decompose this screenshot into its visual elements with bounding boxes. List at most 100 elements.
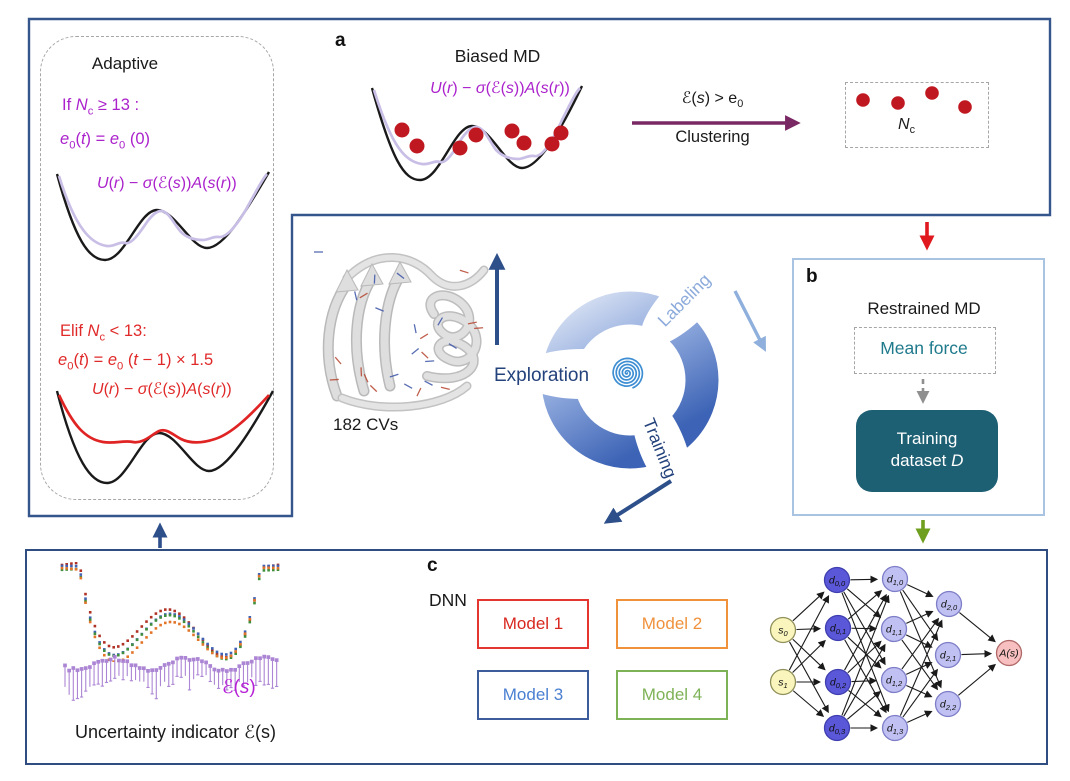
model-1-label: Model 1 <box>502 614 564 633</box>
mean-force-box <box>854 327 996 374</box>
training-dataset-line2: dataset D <box>890 451 964 471</box>
cv-count-label: 182 CVs <box>333 415 399 434</box>
nn-node-d03 <box>823 714 851 742</box>
nc-cluster-box <box>845 82 989 148</box>
model-3-box: Model 3 <box>477 670 589 720</box>
dnn-label: DNN <box>429 590 467 610</box>
nn-node-d10 <box>881 565 909 593</box>
mean-force-label: Mean force <box>880 338 968 358</box>
restrained-md-title: Restrained MD <box>867 299 981 318</box>
nn-node-d22 <box>934 690 962 718</box>
adaptive-elif-condition: Elif Nc < 13: <box>60 322 147 344</box>
protein-ribbons <box>322 253 489 412</box>
training-dataset-box: Training dataset D <box>856 410 998 492</box>
nn-edge <box>958 663 996 696</box>
nn-node-d00 <box>823 566 851 594</box>
biased-curve-red <box>57 394 270 444</box>
panel-a-label: a <box>335 30 346 51</box>
free-energy-scatter <box>60 562 280 662</box>
errorbar-group <box>63 654 279 701</box>
nn-node-d01 <box>824 614 852 642</box>
training-dataset-line1: Training <box>896 429 958 448</box>
sampled-points <box>394 122 569 156</box>
l-shape-border <box>27 17 1052 518</box>
panel-a-formula: U(r) − σ(ℰ(s))A(s(r)) <box>430 80 570 97</box>
model-4-label: Model 4 <box>641 685 703 704</box>
biased-curve-purple <box>57 173 269 248</box>
adaptive-bias-formula: U(r) − σ(ℰ(s))A(s(r)) <box>97 175 237 192</box>
nn-node-label-s0: s0 <box>778 625 788 639</box>
nn-edge <box>843 643 886 717</box>
nn-edge <box>796 625 822 633</box>
nn-node-s0 <box>769 616 797 644</box>
nn-edge <box>902 668 939 718</box>
nn-node-label-as: A(s) <box>998 648 1018 660</box>
exploration-label: Exploration <box>494 365 589 386</box>
clustering-condition-label: ℰ(s) > e0 <box>681 90 744 111</box>
nn-node-d13 <box>881 714 909 742</box>
adaptive-if-equation: e0(t) = e0 (0) <box>60 130 151 152</box>
model-3-label: Model 3 <box>502 685 564 704</box>
model-2-label: Model 2 <box>641 614 703 633</box>
nc-cluster-dots <box>856 86 972 114</box>
adaptive-well-curve-purple <box>55 171 271 262</box>
nn-edge <box>844 593 887 671</box>
nn-node-d12 <box>880 666 908 694</box>
nn-node-label-d11: d1,1 <box>886 624 902 638</box>
nn-edge <box>841 594 890 716</box>
adaptive-title-text: Adaptive <box>91 54 159 73</box>
nn-node-label-d13: d1,3 <box>887 723 904 737</box>
model-1-box: Model 1 <box>477 599 589 649</box>
scatter-series-1 <box>60 562 280 659</box>
nn-node-label-d20: d2,0 <box>941 599 958 613</box>
protein-sidechains <box>314 251 484 397</box>
nn-edge <box>844 639 887 714</box>
nn-edge <box>901 617 940 670</box>
spiral-icon <box>612 357 644 389</box>
biased-md-well <box>370 85 584 182</box>
nn-node-s1 <box>769 668 797 696</box>
nn-node-label-d01: d0,1 <box>830 623 846 637</box>
panel-a-title: Biased MD <box>454 46 541 66</box>
nn-edge <box>906 610 934 624</box>
model-2-box: Model 2 <box>616 599 728 649</box>
nn-edge <box>959 612 996 643</box>
nn-node-d11 <box>880 615 908 643</box>
spiral-path <box>612 357 644 389</box>
labeling-petal <box>640 255 732 347</box>
neural-network-diagram: s0 s1 d0,0 d0,1 d0,2 d0,3 d1,0 d1,1 d1,2 d1,3 d2,0… <box>769 565 1023 742</box>
nn-edge <box>846 588 882 618</box>
nn-edge <box>792 690 825 718</box>
nn-edge <box>906 684 933 698</box>
nn-edge <box>907 584 934 598</box>
exploration-petal <box>516 349 648 399</box>
scatter-series-4 <box>60 566 280 662</box>
adaptive-well-curve-red <box>55 390 275 485</box>
nn-edge <box>792 639 826 673</box>
nn-node-label-d00: d0,0 <box>829 575 846 589</box>
adaptive-bias-formula-red: U(r) − σ(ℰ(s))A(s(r)) <box>92 381 232 398</box>
training-petal <box>631 392 693 500</box>
model-4-box: Model 4 <box>616 670 728 720</box>
nn-edge <box>848 690 882 718</box>
nn-edge <box>901 639 939 691</box>
nn-node-d21 <box>934 641 962 669</box>
panel-c-label: c <box>427 555 438 576</box>
nn-node-label-d22: d2,2 <box>940 699 957 713</box>
protein-sheet-arrowheads <box>335 260 412 293</box>
nn-edge <box>847 590 883 620</box>
nn-edge <box>788 594 830 671</box>
nn-node-d02 <box>824 668 852 696</box>
nc-count-label: Nc <box>898 116 915 137</box>
nn-edge <box>906 661 933 675</box>
nn-edge <box>902 589 939 642</box>
uncertainty-caption: Uncertainty indicator ℰ(s) <box>75 722 276 742</box>
nn-node-as <box>995 639 1023 667</box>
uncertainty-errorbars <box>63 654 279 701</box>
nn-node-label-d03: d0,3 <box>829 723 846 737</box>
nn-node-label-s1: s1 <box>778 677 787 691</box>
nn-edge <box>899 619 943 716</box>
scatter-series-3 <box>60 567 280 661</box>
